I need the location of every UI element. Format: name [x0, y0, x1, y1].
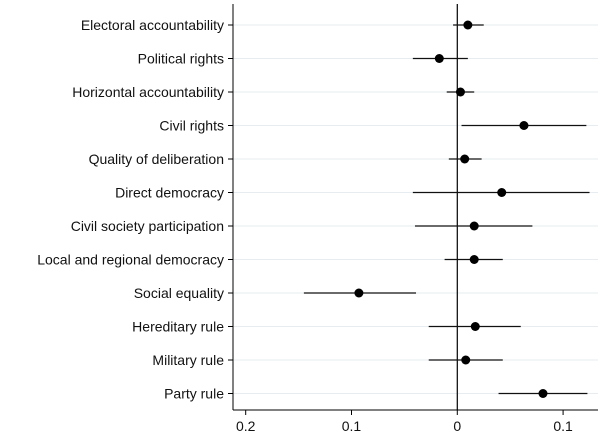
category-label: Electoral accountability — [81, 17, 224, 33]
category-label: Quality of deliberation — [89, 151, 224, 167]
category-label: Military rule — [152, 352, 224, 368]
estimate-point — [497, 188, 507, 197]
category-label: Party rule — [164, 386, 224, 402]
category-label: Direct democracy — [115, 185, 224, 201]
point-estimates — [354, 20, 548, 398]
x-tick-label: 0 — [453, 418, 461, 434]
category-label: Political rights — [138, 51, 224, 67]
estimate-point — [460, 154, 470, 164]
category-label: Civil society participation — [71, 218, 224, 234]
category-label: Civil rights — [159, 118, 224, 134]
estimate-point — [463, 20, 473, 30]
estimate-point — [470, 322, 480, 331]
category-label: Local and regional democracy — [37, 252, 224, 268]
category-label: Hereditary rule — [132, 319, 224, 335]
estimate-point — [455, 87, 465, 97]
category-labels: Electoral accountability Political rights… — [37, 17, 233, 402]
estimate-point — [469, 221, 479, 231]
estimate-point — [519, 121, 529, 130]
x-axis-ticks: 0.2 0.1 0 0.1 — [236, 410, 573, 434]
x-tick-label: 0.2 — [236, 418, 256, 434]
x-tick-label: 0.1 — [553, 418, 573, 434]
estimate-point — [354, 288, 364, 298]
estimate-point — [434, 54, 444, 63]
category-label: Social equality — [134, 285, 224, 301]
estimate-point — [469, 255, 479, 264]
estimate-point — [461, 355, 471, 365]
estimate-point — [538, 389, 548, 398]
x-tick-label: 0.1 — [342, 418, 362, 434]
category-label: Horizontal accountability — [72, 84, 224, 100]
